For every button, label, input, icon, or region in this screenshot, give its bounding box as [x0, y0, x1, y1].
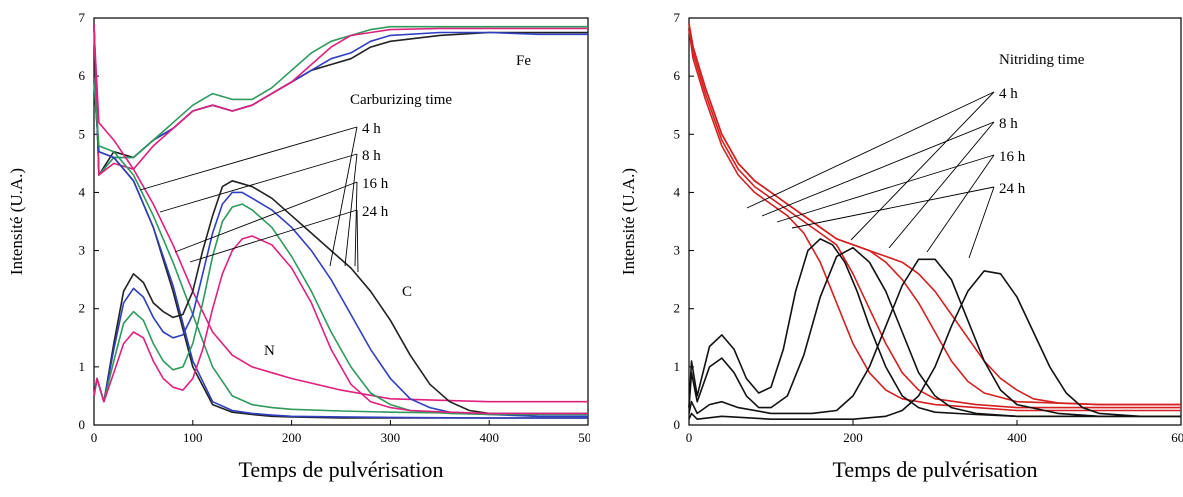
nitr-series-4h-line: [688, 238, 1181, 418]
nitr-legend-leader: [776, 154, 995, 223]
carb-legend-leader: [159, 153, 358, 213]
nitr-y-tick-label: 7: [674, 10, 681, 25]
carb-x-tick-label: 500: [578, 430, 590, 445]
nitr-y-axis-label: Intensité (U.A.): [619, 168, 638, 275]
nitr-y-tick-label: 1: [674, 359, 681, 374]
nitr-series-24h-line: [688, 270, 1181, 421]
nitr-legend-leader: [926, 154, 995, 253]
carb-series-c-24h-line: [93, 235, 588, 415]
carb-series-n-24h-line: [93, 29, 588, 403]
carb-label-fe: Fe: [516, 53, 531, 69]
carb-plot-frame: [93, 17, 589, 426]
carb-series-c-4h-line: [93, 180, 588, 418]
nitr-x-tick-label: 400: [1007, 430, 1027, 445]
carb-legend-leader: [139, 126, 358, 191]
carb-x-tick-label: 200: [282, 430, 302, 445]
carb-series-c-16h-line: [93, 203, 588, 416]
carb-legend-leader: [189, 209, 358, 263]
carb-series-fe-24h-line: [93, 23, 588, 176]
nitriding-chart: 0 1 2 3 4 5 6 7 0 200 400 600 Temps de pulvérisation…: [619, 10, 1183, 482]
carb-series-n-8h-line: [93, 81, 588, 419]
nitr-legend-title: Nitriding time: [999, 52, 1085, 68]
nitr-legend-leader: [746, 91, 995, 209]
nitr-series-8h-line: [688, 246, 1181, 418]
carb-legend-leader: [354, 181, 358, 267]
carb-y-tick-label: 4: [79, 184, 86, 199]
carb-x-tick-label: 0: [91, 430, 98, 445]
carb-x-tick-label: 300: [381, 430, 401, 445]
carb-y-tick-label: 1: [79, 359, 86, 374]
nitr-y-tick-label: 6: [674, 68, 681, 83]
carb-legend-entry-16h: 16 h: [362, 176, 389, 192]
nitr-legend-leader: [968, 186, 995, 259]
carb-legend-leader: [344, 153, 358, 267]
carb-legend-entry-24h: 24 h: [362, 204, 389, 220]
carb-y-tick-label: 7: [79, 10, 86, 25]
carb-series-fe-4h-line: [93, 23, 588, 176]
nitr-legend-leader: [850, 91, 995, 241]
nitr-series-8h-line: [688, 29, 1181, 409]
nitr-y-tick-label: 5: [674, 126, 681, 141]
nitr-y-tick-label: 3: [674, 243, 681, 258]
nitr-legend-entry-24h: 24 h: [999, 181, 1026, 197]
nitr-x-tick-label: 600: [1171, 430, 1183, 445]
nitr-legend-leader: [761, 121, 995, 217]
carburizing-chart: 0 1 2 3 4 5 6 7 0 100 200 300 400 500 Temps de pulvéri…: [7, 10, 590, 482]
nitr-y-tick-label: 0: [674, 417, 681, 432]
carb-y-tick-label: 0: [79, 417, 86, 432]
carb-x-tick-label: 100: [183, 430, 203, 445]
carb-legend-entry-8h: 8 h: [362, 148, 381, 164]
carb-legend-leader: [329, 126, 358, 267]
nitr-y-tick-label: 4: [674, 184, 681, 199]
nitr-legend-entry-16h: 16 h: [999, 149, 1026, 165]
nitr-x-axis-label: Temps de pulvérisation: [833, 457, 1038, 482]
nitr-x-tick-label: 200: [843, 430, 863, 445]
nitriding-chart-panel: 0 1 2 3 4 5 6 7 0 200 400 600 Temps de pulvérisation…: [597, 0, 1183, 497]
carb-x-tick-label: 400: [479, 430, 499, 445]
carb-legend-title: Carburizing time: [350, 92, 452, 108]
nitr-series-4h-line: [688, 29, 1181, 412]
carb-y-tick-label: 5: [79, 126, 86, 141]
carb-y-tick-label: 3: [79, 243, 86, 258]
carb-series-fe-16h-line: [93, 23, 588, 176]
nitr-legend-leader: [791, 186, 995, 229]
carb-legend-leader: [356, 209, 359, 273]
carb-series-c-8h-line: [93, 191, 588, 418]
nitr-y-tick-label: 2: [674, 301, 681, 316]
nitr-series-16h-line: [688, 23, 1181, 406]
carb-y-axis-label: Intensité (U.A.): [7, 168, 26, 275]
nitr-x-tick-label: 0: [686, 430, 693, 445]
nitr-series-24h-line: [688, 23, 1181, 406]
carb-series-n-16h-line: [93, 81, 588, 415]
nitr-plot-frame: [688, 17, 1182, 426]
nitr-legend-leader: [888, 121, 995, 249]
carb-x-axis-label: Temps de pulvérisation: [239, 457, 444, 482]
carb-label-c: C: [402, 284, 412, 300]
carb-label-n: N: [264, 343, 275, 359]
carburizing-chart-panel: 0 1 2 3 4 5 6 7 0 100 200 300 400 500 Temps de pulvéri…: [0, 0, 590, 497]
nitr-legend-entry-8h: 8 h: [999, 116, 1018, 132]
nitr-legend-entry-4h: 4 h: [999, 86, 1018, 102]
nitr-series-16h-line: [688, 258, 1181, 418]
carb-y-tick-label: 2: [79, 301, 86, 316]
carb-series-fe-8h-line: [93, 23, 588, 176]
carb-y-tick-label: 6: [79, 68, 86, 83]
carb-legend-leader: [174, 181, 358, 253]
carb-legend-entry-4h: 4 h: [362, 121, 381, 137]
